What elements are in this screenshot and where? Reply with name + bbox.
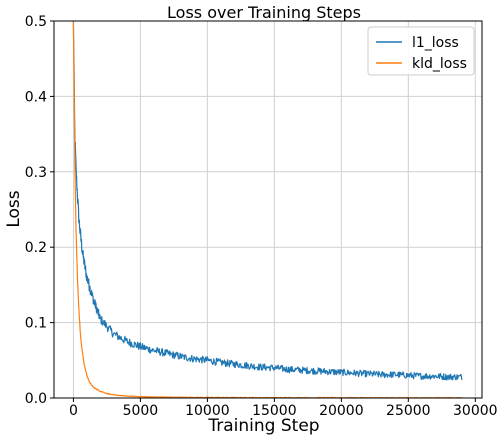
- legend: l1_loss kld_loss: [367, 26, 475, 76]
- plot-frame: [53, 20, 483, 399]
- y-tick-label: 0.1: [25, 316, 47, 332]
- x-tick-label: 25000: [386, 403, 431, 419]
- y-tick-label: 0.0: [25, 391, 47, 407]
- y-tick-label: 0.4: [25, 89, 47, 105]
- x-tick-label: 20000: [319, 403, 364, 419]
- x-tick-label: 30000: [453, 403, 498, 419]
- axis-ticks: 0 5000 10000 15000 20000 25000 30000 0.0 0.1 0.2 0…: [25, 14, 498, 419]
- y-tick-label: 0.3: [25, 165, 47, 181]
- x-tick-label: 10000: [185, 403, 230, 419]
- x-tick-label: 5000: [123, 403, 159, 419]
- y-tick-label: 0.2: [25, 240, 47, 256]
- y-tick-label: 0.5: [25, 14, 47, 30]
- x-tick-label: 15000: [252, 403, 297, 419]
- x-tick-label: 0: [69, 403, 78, 419]
- x-axis-label: Training Step: [207, 416, 319, 436]
- legend-label: kld_loss: [412, 56, 467, 72]
- y-axis-label: Loss: [4, 190, 24, 227]
- legend-label: l1_loss: [412, 35, 459, 51]
- chart-title: Loss over Training Steps: [167, 3, 361, 22]
- series-line-l1-loss: [72, 20, 463, 381]
